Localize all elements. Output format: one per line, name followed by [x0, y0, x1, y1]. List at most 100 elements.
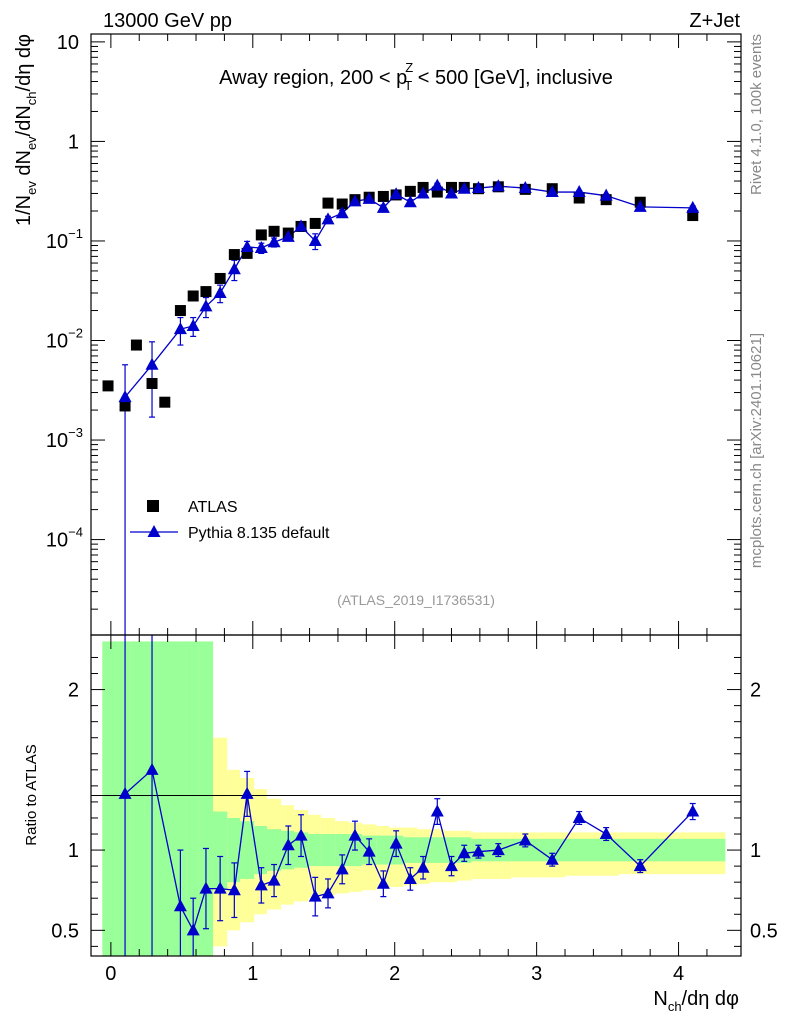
- x-tick-label: 0: [105, 963, 116, 985]
- pythia-point: [321, 212, 335, 225]
- y-tick-exponent: −2: [68, 326, 83, 341]
- pythia-point: [186, 318, 200, 331]
- ratio-band-inner: [130, 641, 145, 956]
- ratio-y-tick-label-right: 1: [750, 840, 761, 862]
- atlas-point: [404, 185, 416, 197]
- ratio-y-tick-label: 1: [68, 840, 79, 862]
- atlas-point: [119, 400, 131, 412]
- pythia-point: [199, 299, 213, 312]
- chart-title: Away region, 200 < pZ T < 500 [GeV], incl…: [219, 60, 613, 93]
- pythia-point: [491, 179, 505, 192]
- ratio-point: [308, 889, 322, 902]
- atlas-point: [214, 272, 226, 284]
- atlas-point: [159, 396, 171, 408]
- atlas-point: [255, 229, 267, 241]
- rivet-label: Rivet 4.1.0, 100k events: [748, 34, 765, 195]
- ratio-point: [403, 871, 417, 884]
- legend-marker-pythia: [147, 525, 161, 537]
- atlas-point: [309, 217, 321, 229]
- x-tick-label: 2: [389, 963, 400, 985]
- legend-marker-atlas: [147, 500, 159, 512]
- ratio-point: [254, 878, 268, 891]
- atlas-point: [336, 198, 348, 210]
- xlabel-1: N: [653, 988, 667, 1010]
- ratio-band-inner: [618, 838, 661, 862]
- x-tick-label: 3: [531, 963, 542, 985]
- atlas-point: [268, 225, 280, 237]
- atlas-point: [687, 210, 699, 222]
- pythia-point: [118, 390, 132, 403]
- ratio-band-inner: [376, 835, 390, 865]
- main-y-tick-label: 10−4: [46, 525, 83, 552]
- y-tick-exponent: −4: [68, 525, 83, 540]
- ratio-axis-ticks: [91, 635, 741, 956]
- pythia-point: [294, 219, 308, 232]
- ratio-point: [267, 873, 281, 886]
- ratio-band-inner: [403, 837, 418, 863]
- ratio-point: [186, 923, 200, 936]
- ratio-point: [457, 846, 471, 859]
- pythia-point: [444, 186, 458, 199]
- main-y-tick-label: 1: [68, 131, 79, 153]
- ratio-frame: [90, 634, 742, 957]
- ratio-band-inner: [335, 834, 350, 867]
- legend: ATLAS Pythia 8.135 default: [130, 499, 330, 542]
- atlas-point: [322, 197, 334, 209]
- ratio-point: [545, 852, 559, 865]
- ratio-data-layer: [118, 635, 700, 956]
- atlas-point: [200, 286, 212, 298]
- ylabel-3: dN: [13, 150, 35, 181]
- ratio-band-inner: [157, 641, 172, 956]
- y-tick-exponent: −3: [68, 425, 83, 440]
- main-y-tick-label: 10−1: [46, 226, 83, 253]
- pythia-point: [227, 262, 241, 275]
- main-y-axis-label: 1/Nev dNev/dNch/dη dφ: [13, 34, 39, 226]
- ratio-band-inner: [198, 641, 214, 956]
- ratio-point: [118, 786, 132, 799]
- pythia-point: [281, 229, 295, 242]
- ylabel-7: /dη dφ: [13, 34, 35, 91]
- ratio-band-inner: [227, 817, 241, 883]
- ratio-band-inner: [266, 829, 282, 871]
- atlas-point: [431, 186, 443, 198]
- ylabel-4: ev: [24, 136, 39, 150]
- ratio-y-axis-label: Ratio to ATLAS: [23, 744, 40, 845]
- ratio-band-inner: [444, 837, 458, 863]
- ratio-point: [518, 833, 532, 846]
- atlas-point: [241, 247, 253, 259]
- ratio-point: [145, 762, 159, 775]
- ratio-band-inner: [320, 834, 336, 867]
- atlas-point: [130, 339, 142, 351]
- pythia-point: [376, 200, 390, 213]
- ratio-point: [416, 860, 430, 873]
- ratio-point: [430, 804, 444, 817]
- chart-title-sup: Z: [405, 60, 413, 75]
- ratio-point: [491, 843, 505, 856]
- pythia-point: [599, 188, 613, 201]
- y-tick-base: 10: [46, 430, 68, 452]
- ratio-panel: 2 2 1 1 0.5 0.5 0 1 2 3 4 Ratio to ATLAS Nch/dη d…: [23, 634, 778, 1014]
- pythia-point: [416, 186, 430, 199]
- ratio-point: [240, 786, 254, 799]
- header-left: 13000 GeV pp: [103, 10, 232, 32]
- pythia-point: [308, 233, 322, 246]
- main-y-tick-label: 10−3: [46, 425, 83, 452]
- pythia-point: [686, 200, 700, 213]
- atlas-point: [228, 249, 240, 261]
- main-panel: 10 1 10−1 10−2 10−3 10−4 Away region, 200 < p…: [13, 32, 742, 636]
- atlas-point: [573, 192, 585, 204]
- atlas-point: [187, 290, 199, 302]
- ratio-y-tick-labels: 2 2 1 1 0.5 0.5: [51, 680, 778, 943]
- ratio-band-inner: [186, 641, 199, 956]
- ratio-point: [281, 838, 295, 851]
- chart-title-sub: T: [404, 78, 412, 93]
- atlas-point: [146, 377, 158, 389]
- main-y-tick-label: 10−2: [46, 326, 83, 353]
- main-data-layer: [102, 178, 700, 635]
- pythia-point: [145, 357, 159, 370]
- ratio-band-inner: [591, 838, 619, 862]
- ylabel-6: ch: [24, 91, 39, 105]
- ratio-band-inner: [430, 837, 445, 863]
- header-right: Z+Jet: [689, 10, 740, 32]
